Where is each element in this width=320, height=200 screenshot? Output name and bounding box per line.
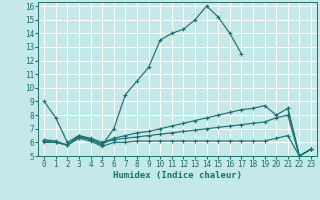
X-axis label: Humidex (Indice chaleur): Humidex (Indice chaleur) [113,171,242,180]
